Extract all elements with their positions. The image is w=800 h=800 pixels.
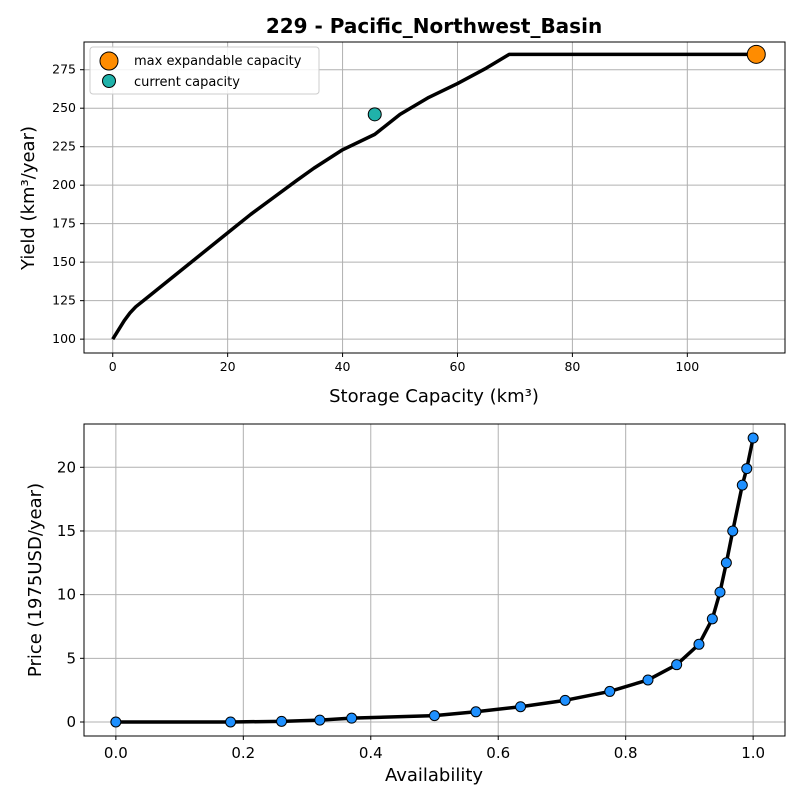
y-tick-label: 175 [52,216,76,231]
plot-frame [83,423,786,737]
plot-frame [83,41,786,354]
legend: max expandable capacity current capacity [89,46,320,95]
y-axis-label: Yield (km³/year) [18,126,39,271]
series-layer [111,44,766,341]
y-tick-label: 125 [52,293,76,308]
x-tick-label: 80 [564,359,580,374]
data-point [741,463,753,475]
x-tick-label: 100 [675,359,699,374]
data-point [559,694,571,706]
max-expandable-capacity-point [746,44,766,64]
data-point [642,674,654,686]
data-point [727,525,739,537]
data-point [747,432,759,444]
y-tick-label: 10 [57,586,76,604]
current-capacity-point [367,107,382,122]
legend-frame [89,46,320,95]
y-tick-label: 20 [57,458,76,476]
x-tick-label: 1.0 [741,744,765,762]
x-axis-label: Storage Capacity (km³) [329,386,539,407]
legend-label-max-expandable-capacity: max expandable capacity [134,54,302,69]
data-point [693,638,705,650]
x-tick-label: 0.6 [486,744,510,762]
series-line [115,437,755,724]
x-axis-label: Availability [385,765,483,786]
x-tick-label: 0.4 [359,744,383,762]
legend-marker-max-expandable-capacity [99,51,119,71]
chart-title: 229 - Pacific_Northwest_Basin [266,14,602,38]
data-point [604,685,616,697]
legend-marker-current-capacity [102,74,116,88]
data-point [225,716,237,728]
y-tick-label: 200 [52,177,76,192]
series-line [111,52,757,341]
x-tick-label: 0.8 [614,744,638,762]
y-tick-label: 100 [52,331,76,346]
y-axis-label: Price (1975USD/year) [25,483,46,677]
data-point [671,659,683,671]
x-tick-label: 60 [450,359,466,374]
y-tick-label: 0 [66,713,76,731]
y-tick-label: 250 [52,100,76,115]
legend-label-current-capacity: current capacity [134,75,240,90]
x-tick-label: 0.2 [231,744,255,762]
y-tick-label: 225 [52,139,76,154]
tick-layer: 0.0 0.2 0.4 0.6 0.8 1.0 0 5 10 15 20 [57,458,765,762]
data-point [714,586,726,598]
data-point [470,706,482,718]
x-tick-label: 40 [335,359,351,374]
y-tick-label: 275 [52,62,76,77]
data-point [720,557,732,569]
data-point [706,613,718,625]
data-point [110,716,122,728]
storage-yield-chart: 229 - Pacific_Northwest_Basin 0 20 40 60 80 1… [18,14,786,407]
data-point [314,714,326,726]
tick-layer: 0 20 40 60 80 100 100 125 150 175 200 225 250 275 [52,62,699,374]
data-point [736,479,748,491]
x-tick-label: 20 [220,359,236,374]
y-tick-label: 15 [57,522,76,540]
data-point [429,710,440,722]
data-point [515,701,527,713]
grid [84,42,785,353]
y-tick-label: 150 [52,254,76,269]
x-tick-label: 0.0 [104,744,128,762]
series-layer [110,432,759,728]
grid [84,424,785,736]
data-point [346,712,358,724]
y-tick-label: 5 [66,649,76,667]
x-tick-label: 0 [109,359,117,374]
data-point [276,715,288,727]
